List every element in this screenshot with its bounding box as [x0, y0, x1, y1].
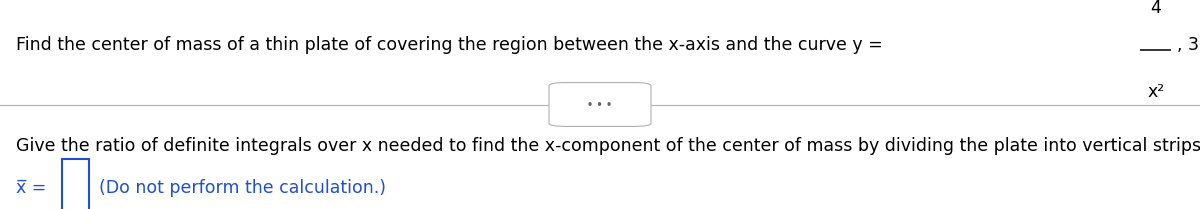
Text: (Do not perform the calculation.): (Do not perform the calculation.): [100, 179, 386, 197]
Text: • • •: • • •: [588, 99, 612, 110]
Text: , 3≤x≤6, if the plate’s density at the point (x,y) is δ(x) = x².: , 3≤x≤6, if the plate’s density at the p…: [1177, 36, 1200, 54]
Text: Give the ratio of definite integrals over x needed to find the x-component of th: Give the ratio of definite integrals ove…: [16, 137, 1200, 155]
FancyBboxPatch shape: [62, 159, 90, 209]
Text: x̅ =: x̅ =: [16, 179, 52, 197]
Text: x²: x²: [1147, 83, 1164, 101]
Text: Find the center of mass of a thin plate of covering the region between the x-axi: Find the center of mass of a thin plate …: [16, 36, 882, 54]
Text: 4: 4: [1150, 0, 1162, 17]
FancyBboxPatch shape: [550, 83, 650, 126]
